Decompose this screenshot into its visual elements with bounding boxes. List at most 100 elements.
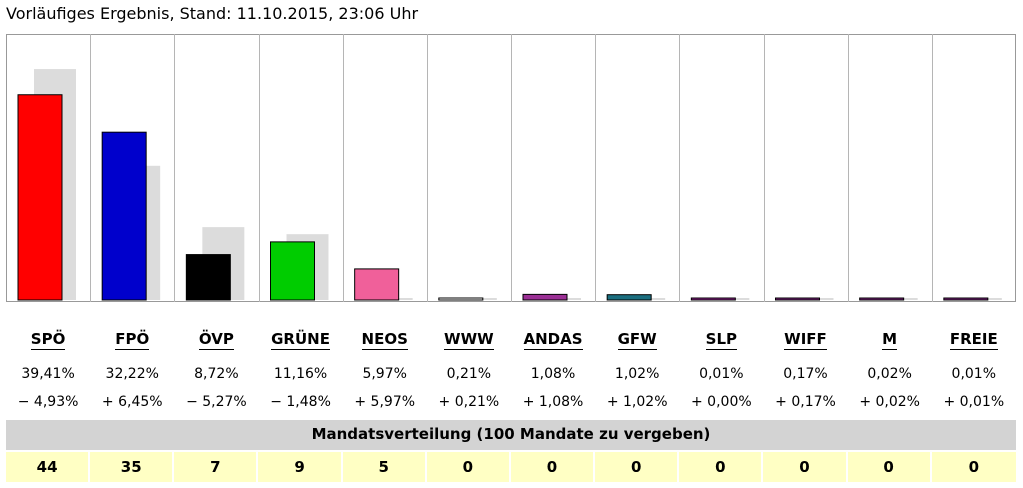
party-names-row: SPÖ FPÖ ÖVP GRÜNE NEOS WWW ANDAS GFW SLP WIFF M FRE… xyxy=(6,330,1016,356)
party-change-cell: + 0,02% xyxy=(848,394,932,416)
party-change-row: − 4,93% + 6,45% − 5,27% − 1,48% + 5,97% + 0,2… xyxy=(6,394,1016,416)
current-result-bar xyxy=(185,254,231,301)
party-percent-row: 39,41% 32,22% 8,72% 11,16% 5,97% 0,21% 1,08% 1,… xyxy=(6,366,1016,388)
party-change-cell: + 0,01% xyxy=(932,394,1016,416)
party-name-cell: GRÜNE xyxy=(258,330,342,356)
party-change-cell: − 4,93% xyxy=(6,394,90,416)
party-seats-cell: 0 xyxy=(679,452,764,482)
party-seats: 0 xyxy=(883,458,894,476)
party-seats: 35 xyxy=(120,458,142,476)
party-percent: 0,01% xyxy=(699,366,744,382)
party-seats: 9 xyxy=(294,458,305,476)
party-change-cell: + 0,17% xyxy=(763,394,847,416)
party-change: + 0,00% xyxy=(691,394,752,410)
party-seats-cell: 0 xyxy=(931,452,1016,482)
party-percent-cell: 11,16% xyxy=(258,366,342,388)
party-percent: 0,02% xyxy=(867,366,912,382)
current-result-bar xyxy=(943,297,989,301)
party-percent-cell: 1,08% xyxy=(511,366,595,388)
party-change: + 1,02% xyxy=(606,394,668,410)
party-name: GFW xyxy=(617,330,657,350)
party-seats: 0 xyxy=(462,458,474,476)
party-name: SLP xyxy=(705,330,737,350)
party-percent: 0,01% xyxy=(951,366,997,382)
party-change: + 0,02% xyxy=(859,394,920,410)
party-seats-cell: 9 xyxy=(258,452,343,482)
party-name-cell: WIFF xyxy=(763,330,847,356)
party-seats-cell: 0 xyxy=(847,452,932,482)
party-seats: 44 xyxy=(36,458,58,476)
party-percent: 5,97% xyxy=(362,366,407,382)
party-seats: 0 xyxy=(715,458,726,476)
party-seats: 7 xyxy=(210,458,221,476)
party-percent: 1,08% xyxy=(530,366,576,382)
party-name-cell: GFW xyxy=(595,330,679,356)
party-name: ÖVP xyxy=(198,330,234,350)
party-seats-cell: 35 xyxy=(90,452,175,482)
seat-distribution-row: 44 35 7 9 5 0 0 0 0 0 0 0 xyxy=(6,452,1016,482)
party-change-cell: + 1,08% xyxy=(511,394,595,416)
party-name-cell: ÖVP xyxy=(174,330,258,356)
party-change: + 6,45% xyxy=(101,394,163,410)
party-name: NEOS xyxy=(361,330,408,350)
party-change-cell: + 0,00% xyxy=(679,394,763,416)
chart-title: Vorläufiges Ergebnis, Stand: 11.10.2015,… xyxy=(6,4,419,23)
current-result-bar xyxy=(775,297,820,301)
party-seats: 0 xyxy=(546,458,558,476)
party-name: SPÖ xyxy=(30,330,66,350)
party-change-cell: + 6,45% xyxy=(90,394,174,416)
party-percent-cell: 8,72% xyxy=(174,366,258,388)
party-name-cell: NEOS xyxy=(343,330,427,356)
party-change-cell: + 5,97% xyxy=(343,394,427,416)
party-seats: 5 xyxy=(378,458,389,476)
party-change-cell: − 1,48% xyxy=(258,394,342,416)
party-seats-cell: 5 xyxy=(342,452,427,482)
party-seats: 0 xyxy=(799,458,810,476)
party-name-cell: M xyxy=(848,330,932,356)
party-seats: 0 xyxy=(630,458,642,476)
party-percent: 32,22% xyxy=(105,366,159,382)
party-seats-cell: 0 xyxy=(426,452,511,482)
party-name-cell: FREIE xyxy=(932,330,1016,356)
party-change-cell: − 5,27% xyxy=(174,394,258,416)
party-percent-cell: 5,97% xyxy=(343,366,427,388)
party-percent: 39,41% xyxy=(21,366,75,382)
party-percent-cell: 0,01% xyxy=(679,366,763,388)
current-result-bar xyxy=(438,297,484,301)
party-change: − 4,93% xyxy=(17,394,79,410)
current-result-bar xyxy=(354,268,400,301)
party-name: FREIE xyxy=(949,330,998,350)
party-seats-cell: 0 xyxy=(510,452,596,482)
party-change: + 0,21% xyxy=(438,394,500,410)
party-percent-cell: 0,21% xyxy=(427,366,511,388)
bar-chart xyxy=(6,34,1016,302)
party-change-cell: + 1,02% xyxy=(595,394,679,416)
party-name: FPÖ xyxy=(115,330,150,350)
party-name-cell: WWW xyxy=(427,330,511,356)
party-percent-cell: 0,01% xyxy=(932,366,1016,388)
party-change: + 0,01% xyxy=(943,394,1005,410)
party-seats-cell: 0 xyxy=(763,452,848,482)
party-change: − 5,27% xyxy=(186,394,247,410)
party-seats-cell: 7 xyxy=(174,452,259,482)
party-percent: 8,72% xyxy=(194,366,239,382)
party-percent: 0,17% xyxy=(783,366,828,382)
current-result-bar xyxy=(859,297,905,301)
party-change: − 1,48% xyxy=(270,394,331,410)
party-percent-cell: 39,41% xyxy=(6,366,90,388)
party-name-cell: SPÖ xyxy=(6,330,90,356)
current-result-bar xyxy=(270,241,315,301)
party-percent-cell: 32,22% xyxy=(90,366,174,388)
party-seats: 0 xyxy=(968,458,980,476)
party-name-cell: SLP xyxy=(679,330,763,356)
mandate-distribution-header: Mandatsverteilung (100 Mandate zu vergeb… xyxy=(6,420,1016,450)
party-change: + 5,97% xyxy=(354,394,416,410)
current-result-bar xyxy=(690,297,736,301)
party-change: + 1,08% xyxy=(522,394,584,410)
party-name: ANDAS xyxy=(523,330,583,350)
party-name-cell: ANDAS xyxy=(511,330,595,356)
party-name: WIFF xyxy=(784,330,827,350)
party-percent-cell: 0,02% xyxy=(848,366,932,388)
party-percent-cell: 0,17% xyxy=(763,366,847,388)
party-name: GRÜNE xyxy=(271,330,330,350)
